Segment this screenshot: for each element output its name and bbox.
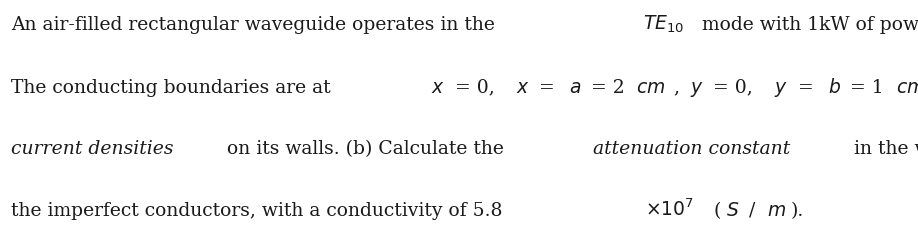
Text: =: = [533,79,561,96]
Text: $b$: $b$ [828,77,841,96]
Text: $x$: $x$ [431,79,445,96]
Text: mode with 1kW of power at 12 GHz.: mode with 1kW of power at 12 GHz. [696,16,918,34]
Text: = 0,: = 0, [708,79,759,96]
Text: (: ( [709,201,722,219]
Text: $\mathit{TE}_{10}$: $\mathit{TE}_{10}$ [644,14,684,35]
Text: $S$: $S$ [726,201,739,219]
Text: = 1: = 1 [845,79,884,96]
Text: $x$: $x$ [516,79,530,96]
Text: $cm$: $cm$ [896,79,918,96]
Text: ).: ). [791,201,804,219]
Text: = 0,: = 0, [449,79,500,96]
Text: the imperfect conductors, with a conductivity of 5.8: the imperfect conductors, with a conduct… [11,201,502,219]
Text: $y$: $y$ [689,79,703,98]
Text: current densities: current densities [11,140,174,158]
Text: =: = [792,79,820,96]
Text: $a$: $a$ [569,79,581,96]
Text: attenuation constant: attenuation constant [593,140,790,158]
Text: $\times 10^{7}$: $\times 10^{7}$ [645,198,694,219]
Text: on its walls. (b) Calculate the: on its walls. (b) Calculate the [220,140,509,158]
Text: /: / [743,201,761,219]
Text: in the waveguide due to: in the waveguide due to [848,140,918,158]
Text: The conducting boundaries are at: The conducting boundaries are at [11,79,337,96]
Text: $cm$: $cm$ [636,79,666,96]
Text: ,: , [674,79,686,96]
Text: $y$: $y$ [774,79,788,98]
Text: An air-filled rectangular waveguide operates in the: An air-filled rectangular waveguide oper… [11,16,501,34]
Text: = 2: = 2 [585,79,625,96]
Text: $m$: $m$ [767,201,786,219]
